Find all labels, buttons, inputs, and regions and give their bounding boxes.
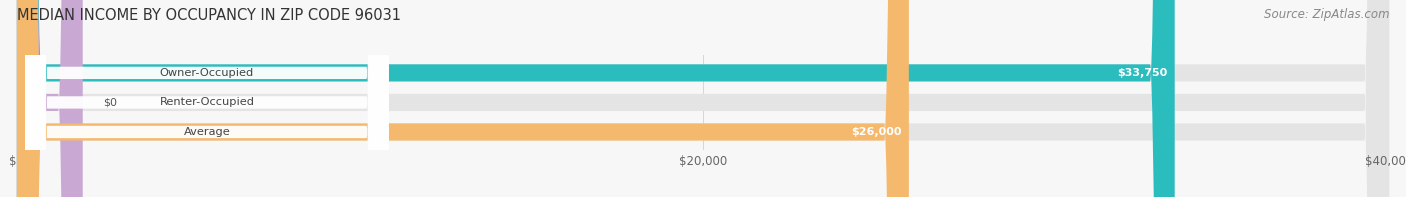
FancyBboxPatch shape	[25, 0, 388, 197]
FancyBboxPatch shape	[17, 0, 1389, 197]
FancyBboxPatch shape	[17, 0, 1389, 197]
Text: $0: $0	[103, 98, 117, 107]
FancyBboxPatch shape	[25, 0, 388, 197]
Text: Renter-Occupied: Renter-Occupied	[159, 98, 254, 107]
FancyBboxPatch shape	[17, 0, 1389, 197]
Text: $33,750: $33,750	[1118, 68, 1168, 78]
Text: Source: ZipAtlas.com: Source: ZipAtlas.com	[1264, 8, 1389, 21]
FancyBboxPatch shape	[17, 0, 908, 197]
FancyBboxPatch shape	[17, 0, 1175, 197]
Text: Owner-Occupied: Owner-Occupied	[160, 68, 254, 78]
FancyBboxPatch shape	[25, 0, 388, 197]
Text: $26,000: $26,000	[852, 127, 903, 137]
Text: MEDIAN INCOME BY OCCUPANCY IN ZIP CODE 96031: MEDIAN INCOME BY OCCUPANCY IN ZIP CODE 9…	[17, 8, 401, 23]
Text: Average: Average	[184, 127, 231, 137]
FancyBboxPatch shape	[17, 0, 83, 197]
